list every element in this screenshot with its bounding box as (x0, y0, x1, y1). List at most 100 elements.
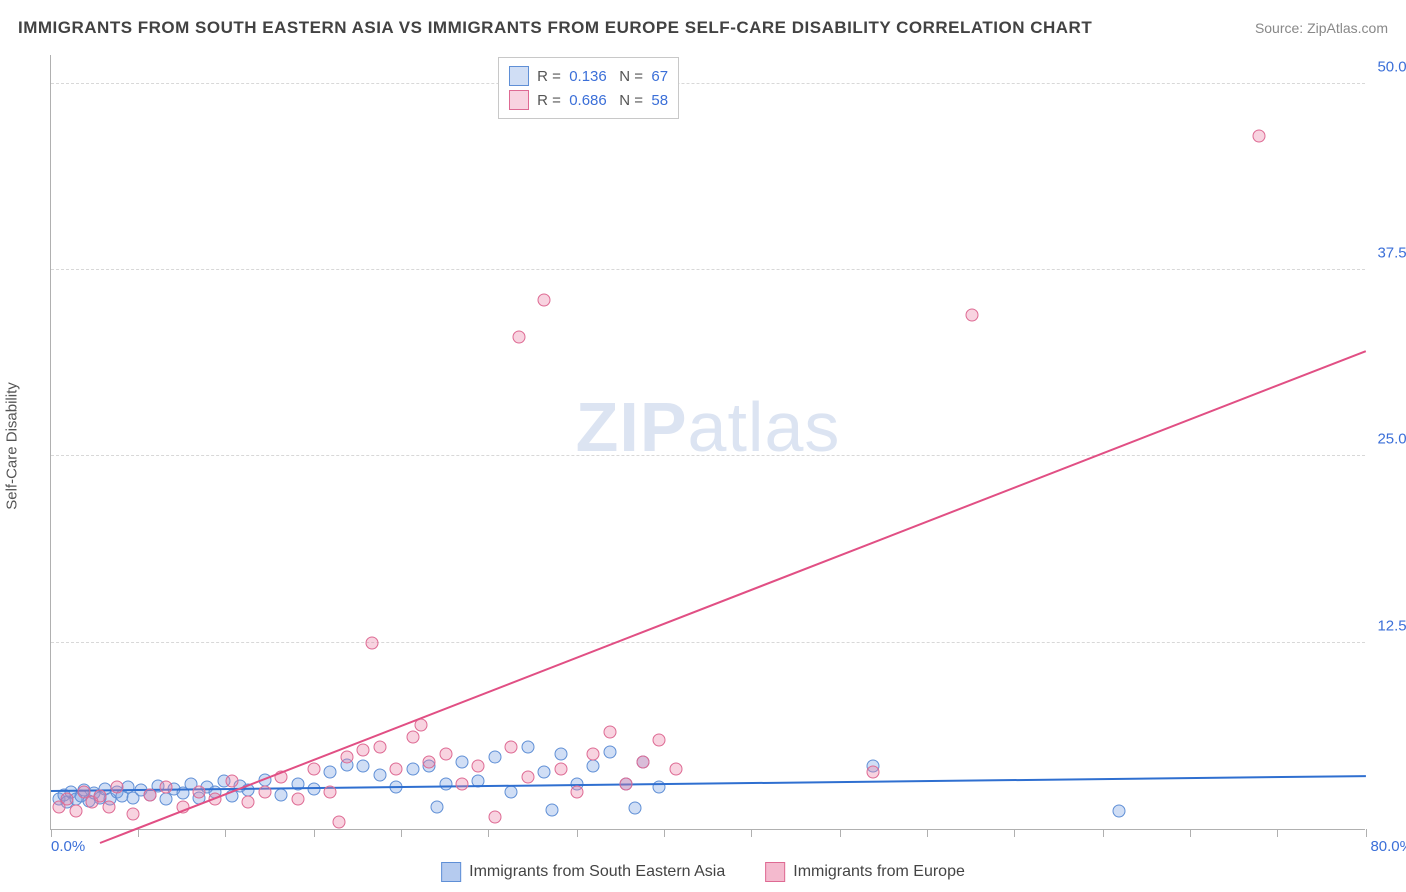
data-point (521, 770, 534, 783)
data-point (554, 748, 567, 761)
chart-title: IMMIGRANTS FROM SOUTH EASTERN ASIA VS IM… (18, 18, 1092, 38)
data-point (110, 781, 123, 794)
data-point (61, 793, 74, 806)
data-point (69, 805, 82, 818)
data-point (365, 636, 378, 649)
data-point (513, 331, 526, 344)
data-point (225, 775, 238, 788)
data-point (431, 800, 444, 813)
legend-swatch (441, 862, 461, 882)
x-tick (1277, 829, 1278, 837)
data-point (587, 748, 600, 761)
legend-swatch (509, 90, 529, 110)
data-point (357, 744, 370, 757)
trend-line (100, 350, 1366, 844)
data-point (669, 763, 682, 776)
x-origin-label: 0.0% (51, 838, 85, 855)
data-point (571, 785, 584, 798)
y-axis-label: Self-Care Disability (4, 382, 21, 510)
x-tick (927, 829, 928, 837)
data-point (587, 760, 600, 773)
data-point (357, 760, 370, 773)
data-point (472, 760, 485, 773)
source-label: Source: ZipAtlas.com (1255, 20, 1388, 36)
x-tick (664, 829, 665, 837)
data-point (308, 763, 321, 776)
legend-item: Immigrants from South Eastern Asia (441, 862, 725, 882)
legend-swatch (509, 66, 529, 86)
x-tick (51, 829, 52, 837)
x-tick (225, 829, 226, 837)
y-tick-label: 12.5% (1377, 617, 1406, 634)
data-point (332, 815, 345, 828)
correlation-legend-row: R = 0.686 N = 58 (509, 88, 668, 112)
gridline (51, 642, 1365, 643)
data-point (538, 293, 551, 306)
x-tick (1190, 829, 1191, 837)
data-point (1253, 129, 1266, 142)
data-point (192, 785, 205, 798)
x-tick (488, 829, 489, 837)
plot-area: ZIPatlas 12.5%25.0%37.5%50.0%0.0%80.0%R … (50, 55, 1365, 830)
y-tick-label: 25.0% (1377, 431, 1406, 448)
x-tick (138, 829, 139, 837)
data-point (127, 808, 140, 821)
legend-item: Immigrants from Europe (765, 862, 965, 882)
y-tick-label: 37.5% (1377, 245, 1406, 262)
data-point (439, 778, 452, 791)
data-point (1113, 805, 1126, 818)
gridline (51, 83, 1365, 84)
data-point (373, 769, 386, 782)
x-tick (1103, 829, 1104, 837)
data-point (258, 785, 271, 798)
data-point (275, 788, 288, 801)
data-point (406, 763, 419, 776)
data-point (488, 751, 501, 764)
data-point (546, 803, 559, 816)
data-point (521, 741, 534, 754)
data-point (554, 763, 567, 776)
data-point (390, 763, 403, 776)
legend-swatch (765, 862, 785, 882)
y-tick-label: 50.0% (1377, 58, 1406, 75)
data-point (242, 796, 255, 809)
title-bar: IMMIGRANTS FROM SOUTH EASTERN ASIA VS IM… (18, 18, 1388, 38)
x-tick (401, 829, 402, 837)
data-point (488, 811, 501, 824)
data-point (620, 778, 633, 791)
data-point (143, 788, 156, 801)
x-tick (751, 829, 752, 837)
data-point (324, 785, 337, 798)
x-tick (314, 829, 315, 837)
gridline (51, 455, 1365, 456)
data-point (505, 741, 518, 754)
data-point (160, 781, 173, 794)
data-point (603, 745, 616, 758)
data-point (538, 766, 551, 779)
x-tick (840, 829, 841, 837)
data-point (439, 748, 452, 761)
data-point (324, 766, 337, 779)
data-point (636, 755, 649, 768)
data-point (102, 800, 115, 813)
x-tick (1366, 829, 1367, 837)
data-point (406, 730, 419, 743)
x-max-label: 80.0% (1370, 838, 1406, 855)
data-point (423, 755, 436, 768)
data-point (455, 778, 468, 791)
data-point (603, 726, 616, 739)
data-point (291, 793, 304, 806)
x-tick (1014, 829, 1015, 837)
legend-bottom: Immigrants from South Eastern Asia Immigr… (441, 862, 965, 882)
data-point (373, 741, 386, 754)
data-point (965, 308, 978, 321)
data-point (866, 766, 879, 779)
data-point (340, 751, 353, 764)
data-point (628, 802, 641, 815)
legend-label: Immigrants from South Eastern Asia (469, 863, 725, 881)
data-point (505, 785, 518, 798)
x-tick (577, 829, 578, 837)
correlation-legend: R = 0.136 N = 67R = 0.686 N = 58 (498, 57, 679, 119)
gridline (51, 269, 1365, 270)
correlation-legend-row: R = 0.136 N = 67 (509, 64, 668, 88)
